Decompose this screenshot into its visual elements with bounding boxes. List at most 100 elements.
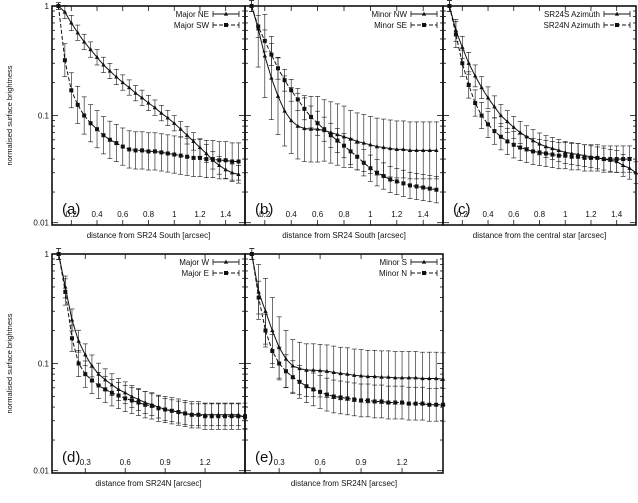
data-point — [216, 414, 221, 419]
data-point — [283, 369, 288, 374]
data-point — [176, 410, 181, 415]
data-point — [295, 97, 300, 102]
data-point — [614, 157, 619, 162]
x-tick-label: 0.6 — [315, 458, 327, 467]
legend-label: Minor S — [379, 258, 407, 267]
data-point — [282, 108, 287, 113]
legend-marker — [223, 259, 229, 264]
data-point — [185, 154, 190, 159]
data-point — [479, 113, 484, 118]
series-major-sw — [55, 2, 242, 181]
data-point — [127, 85, 132, 90]
data-point — [379, 374, 384, 379]
data-point — [375, 170, 379, 175]
data-point — [588, 155, 593, 160]
panel-frame — [51, 5, 246, 226]
x-tick-label: 0.4 — [482, 210, 494, 219]
data-point — [511, 124, 516, 129]
x-tick-label: 0.2 — [259, 210, 271, 219]
data-point — [123, 396, 128, 401]
data-point — [163, 407, 168, 412]
y-tick-label: 0.1 — [38, 360, 50, 369]
data-point — [460, 61, 465, 66]
data-point — [406, 401, 411, 406]
data-point — [328, 133, 333, 138]
data-point — [63, 289, 68, 294]
legend-label: SR24S Azimuth — [544, 10, 600, 19]
x-tick-label: 0.3 — [80, 458, 92, 467]
data-point — [414, 184, 419, 189]
data-point — [381, 145, 386, 150]
data-point — [82, 113, 87, 118]
data-point — [486, 122, 491, 127]
data-point — [139, 95, 145, 100]
data-point — [608, 157, 613, 162]
data-point — [302, 126, 307, 131]
panel-label: (e) — [255, 449, 273, 466]
data-point — [399, 375, 405, 380]
legend-marker — [422, 23, 426, 27]
data-point — [95, 127, 100, 132]
legend-marker — [223, 11, 229, 16]
data-point — [381, 174, 386, 179]
series-line — [448, 5, 630, 160]
legend-label: Minor NW — [371, 10, 407, 19]
panel-b: 0.2 0.4 0.6 0.8 1 1.2 1.4 distance from SR24 So… — [244, 0, 444, 240]
data-point — [263, 328, 268, 333]
data-point — [485, 95, 491, 100]
data-point — [414, 148, 419, 153]
data-point — [107, 137, 112, 142]
data-point — [311, 387, 316, 392]
data-point — [217, 158, 222, 163]
data-point — [524, 147, 529, 152]
data-point — [345, 371, 350, 376]
panel-a: 1 0.1 0.01 normalised surface brightness 0.2… — [5, 2, 246, 240]
data-point — [62, 9, 68, 14]
data-point — [372, 399, 377, 404]
data-point — [159, 110, 164, 115]
y-tick-label: 1 — [45, 2, 50, 11]
legend-label: Minor N — [379, 269, 407, 278]
data-point — [407, 148, 413, 153]
data-point — [355, 139, 360, 144]
x-axis-label: distance from SR24N [arcsec] — [95, 479, 201, 488]
data-point — [196, 412, 201, 417]
data-point — [229, 414, 234, 419]
data-point — [69, 88, 74, 93]
data-point — [143, 402, 148, 407]
data-point — [62, 58, 67, 63]
data-point — [56, 252, 61, 256]
data-point — [107, 68, 113, 73]
data-point — [69, 336, 74, 341]
x-tick-label: 0.3 — [274, 458, 286, 467]
data-point — [447, 4, 452, 8]
data-point — [289, 118, 294, 123]
panels: 1 0.1 0.01 normalised surface brightness 0.2… — [5, 0, 638, 488]
data-point — [109, 390, 114, 395]
data-point — [89, 378, 94, 383]
data-point — [434, 187, 439, 192]
data-point — [230, 159, 235, 164]
data-point — [342, 143, 346, 148]
data-point — [183, 411, 188, 416]
data-point — [601, 157, 606, 162]
x-axis-label: distance from SR24 South [arcsec] — [87, 231, 211, 240]
legend-marker — [614, 11, 620, 16]
data-point — [434, 148, 439, 153]
data-point — [324, 392, 329, 397]
x-tick-label: 1.2 — [194, 210, 206, 219]
data-point — [331, 394, 336, 399]
data-point — [263, 308, 268, 313]
x-tick-label: 1.4 — [418, 210, 430, 219]
data-point — [498, 113, 504, 118]
data-point — [421, 185, 426, 190]
data-point — [531, 149, 536, 154]
y-tick-label: 0.01 — [33, 219, 49, 228]
data-point — [165, 151, 170, 156]
data-point — [83, 352, 88, 357]
data-point — [466, 82, 471, 87]
data-point — [289, 88, 294, 93]
data-point — [256, 24, 261, 29]
data-point — [116, 393, 121, 398]
x-tick-label: 1.2 — [200, 458, 212, 467]
